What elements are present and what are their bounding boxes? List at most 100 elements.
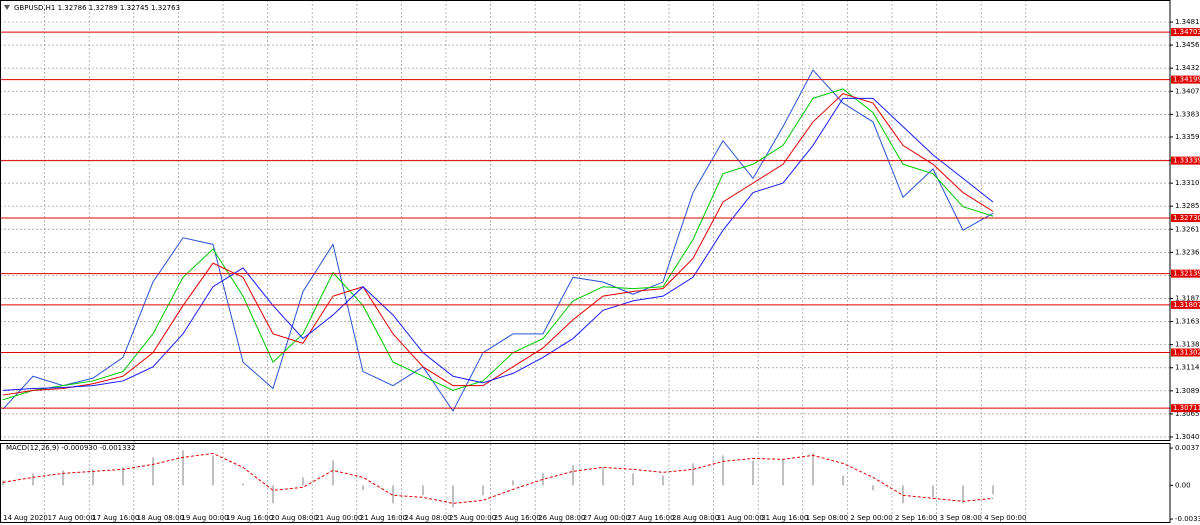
y-tick-label: 1.34320 — [1175, 64, 1200, 72]
x-tick-label: 17 Aug 16:00 — [92, 514, 139, 522]
macd-histogram-bar — [572, 465, 574, 486]
macd-histogram-bar — [962, 485, 964, 504]
level-label: 1.34199 — [1173, 76, 1200, 84]
level-label: 1.30711 — [1173, 404, 1200, 412]
moving-average — [2, 93, 994, 396]
y-tick-label: 0.003732 — [1175, 444, 1200, 452]
x-tick-label: 4 Sep 00:00 — [984, 514, 1026, 522]
x-tick-label: 21 Aug 16:00 — [360, 514, 407, 522]
macd-histogram-bar — [212, 455, 214, 486]
macd-histogram-bar — [902, 485, 904, 504]
x-tick-label: 31 Aug 16:00 — [761, 514, 808, 522]
macd-histogram-bar — [752, 460, 754, 486]
y-tick-label: 1.33590 — [1175, 133, 1200, 141]
x-tick-label: 28 Aug 08:00 — [672, 514, 719, 522]
macd-histogram-bar — [482, 485, 484, 496]
y-tick-label: 1.30895 — [1175, 387, 1200, 395]
level-label-box — [1171, 75, 1200, 84]
level-label-box — [1171, 404, 1200, 413]
macd-histogram-bar — [422, 485, 424, 496]
level-label-box — [1171, 300, 1200, 309]
y-tick-label: 1.34075 — [1175, 87, 1200, 95]
x-tick-label: 31 Aug 00:00 — [717, 514, 764, 522]
y-tick-label: 1.30650 — [1175, 410, 1200, 418]
x-tick-label: 2 Sep 16:00 — [895, 514, 937, 522]
price-line — [2, 69, 994, 413]
x-tick-label: 27 Aug 00:00 — [583, 514, 630, 522]
y-tick-label: 1.32610 — [1175, 225, 1200, 233]
symbol-icon — [4, 5, 10, 10]
macd-histogram-bar — [92, 469, 94, 486]
macd-histogram-bar — [272, 485, 274, 504]
macd-histogram-bar — [662, 475, 664, 486]
moving-average — [2, 88, 994, 401]
moving-average — [2, 97, 994, 391]
panel-border — [0, 0, 1171, 441]
x-tick-label: 1 Sep 08:00 — [806, 514, 848, 522]
x-tick-label: 19 Aug 00:00 — [181, 514, 228, 522]
macd-histogram-bar — [392, 485, 394, 504]
macd-histogram-bar — [32, 473, 34, 486]
y-tick-label: 1.33830 — [1175, 110, 1200, 118]
macd-histogram-bar — [722, 455, 724, 486]
x-tick-label: 25 Aug 00:00 — [449, 514, 496, 522]
y-tick-label: 1.33100 — [1175, 179, 1200, 187]
x-tick-label: 18 Aug 08:00 — [137, 514, 184, 522]
level-label: 1.34703 — [1173, 28, 1200, 36]
macd-histogram-bar — [182, 450, 184, 486]
macd-histogram-bar — [362, 485, 364, 491]
y-tick-label: 1.30405 — [1175, 433, 1200, 441]
x-tick-label: 17 Aug 00:00 — [48, 514, 95, 522]
macd-histogram-bar — [2, 480, 4, 486]
x-tick-label: 20 Aug 08:00 — [271, 514, 318, 522]
x-tick-label: 26 Aug 08:00 — [538, 514, 585, 522]
y-tick-label: 1.31385 — [1175, 341, 1200, 349]
macd-histogram-bar — [782, 459, 784, 486]
level-label: 1.31302 — [1173, 348, 1200, 356]
level-label: 1.31807 — [1173, 301, 1200, 309]
y-tick-label: 1.34810 — [1175, 18, 1200, 26]
macd-histogram-bar — [872, 485, 874, 491]
level-label-box — [1171, 28, 1200, 37]
macd-histogram-bar — [332, 460, 334, 486]
macd-histogram-bar — [512, 480, 514, 486]
level-label-box — [1171, 348, 1200, 357]
macd-histogram-bar — [242, 483, 244, 486]
macd-histogram-bar — [602, 467, 604, 486]
macd-histogram-bar — [152, 457, 154, 486]
macd-histogram-bar — [632, 473, 634, 486]
level-label: 1.33339 — [1173, 157, 1200, 165]
x-tick-label: 19 Aug 16:00 — [226, 514, 273, 522]
x-tick-label: 14 Aug 2020 — [3, 514, 48, 522]
macd-histogram-bar — [932, 485, 934, 498]
level-label-box — [1171, 156, 1200, 165]
x-tick-label: 2 Sep 00:00 — [850, 514, 892, 522]
x-tick-label: 21 Aug 00:00 — [315, 514, 362, 522]
level-label-box — [1171, 269, 1200, 278]
x-tick-label: 25 Aug 16:00 — [494, 514, 541, 522]
y-tick-label: 1.31875 — [1175, 295, 1200, 303]
macd-histogram-bar — [452, 485, 454, 508]
level-label: 1.32139 — [1173, 270, 1200, 278]
level-label: 1.32730 — [1173, 214, 1200, 222]
macd-signal-line — [2, 452, 994, 504]
y-tick-label: 1.31140 — [1175, 364, 1200, 372]
x-tick-label: 24 Aug 08:00 — [404, 514, 451, 522]
macd-histogram-bar — [692, 463, 694, 486]
macd-histogram-bar — [992, 485, 994, 495]
macd-histogram-bar — [842, 475, 844, 486]
level-label-box — [1171, 213, 1200, 222]
macd-histogram-bar — [812, 453, 814, 486]
macd-histogram-bar — [122, 467, 124, 486]
x-tick-label: 27 Aug 16:00 — [627, 514, 674, 522]
macd-histogram-bar — [302, 477, 304, 486]
y-tick-label: -0.003373 — [1175, 515, 1200, 523]
y-tick-label: 0.00 — [1175, 481, 1191, 489]
y-tick-label: 1.34565 — [1175, 41, 1200, 49]
x-tick-label: 3 Sep 08:00 — [940, 514, 982, 522]
chart-title: GBPUSD,H1 1.32786 1.32789 1.32745 1.3276… — [14, 4, 180, 12]
y-tick-label: 1.31630 — [1175, 318, 1200, 326]
macd-title: MACD(12,26,9) -0.000930 -0.001332 — [6, 444, 135, 452]
